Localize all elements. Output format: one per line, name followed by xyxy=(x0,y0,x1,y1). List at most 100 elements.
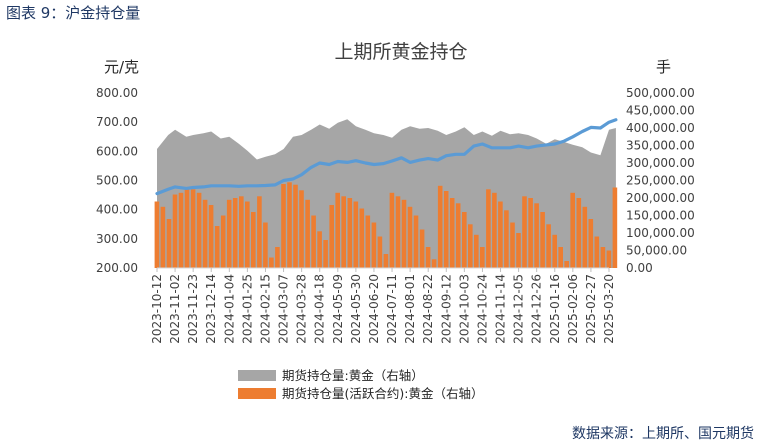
x-tick-label: 2023-11-02 xyxy=(168,274,182,344)
active-open-interest-bar xyxy=(462,212,467,268)
legend-swatch-total xyxy=(238,370,276,381)
active-open-interest-bar xyxy=(166,219,172,268)
active-open-interest-bar xyxy=(214,226,220,268)
active-open-interest-bar xyxy=(431,259,437,269)
active-open-interest-bar xyxy=(178,192,184,269)
active-open-interest-bar xyxy=(474,234,479,269)
active-open-interest-bar xyxy=(245,201,250,268)
x-tick-label: 2025-02-06 xyxy=(566,274,580,344)
active-open-interest-bar xyxy=(359,208,365,268)
right-tick-label: 350,000.00 xyxy=(626,139,695,153)
active-open-interest-bar xyxy=(401,199,407,269)
right-tick-label: 200,000.00 xyxy=(626,191,695,205)
x-tick-label: 2024-01-25 xyxy=(240,274,254,344)
active-open-interest-bar xyxy=(317,231,322,269)
active-open-interest-bar xyxy=(202,199,208,269)
x-tick-label: 2024-06-20 xyxy=(367,274,381,344)
left-axis-ticks: 800.00 700.00 600.00 500.00 400.00 300.00 200.… xyxy=(96,86,138,275)
right-tick-label: 250,000.00 xyxy=(626,174,695,188)
active-open-interest-bar xyxy=(160,206,166,269)
active-open-interest-bar xyxy=(353,201,359,268)
active-open-interest-bar xyxy=(606,250,612,268)
active-open-interest-bar xyxy=(612,187,618,268)
active-open-interest-bar xyxy=(576,198,582,268)
active-open-interest-bar xyxy=(305,199,310,269)
active-open-interest-bar xyxy=(311,215,316,268)
x-tick-label: 2024-08-22 xyxy=(421,274,435,344)
right-tick-label: 500,000.00 xyxy=(626,86,695,100)
right-tick-label: 50,000.00 xyxy=(626,244,687,258)
x-tick-label: 2025-03-20 xyxy=(602,274,616,344)
right-tick-label: 0.00 xyxy=(626,261,653,275)
x-tick-label: 2024-08-01 xyxy=(403,274,417,344)
active-open-interest-bar xyxy=(498,201,503,268)
active-open-interest-bar xyxy=(269,257,274,268)
active-open-interest-bar xyxy=(570,192,575,269)
active-open-interest-bar xyxy=(600,247,606,268)
active-open-interest-bar xyxy=(154,201,160,268)
x-tick-label: 2024-12-05 xyxy=(512,274,526,344)
active-open-interest-bar xyxy=(208,205,214,268)
left-tick-label: 400.00 xyxy=(96,203,138,217)
active-open-interest-bar xyxy=(341,196,346,269)
active-open-interest-bar xyxy=(594,236,600,268)
active-open-interest-bar xyxy=(287,182,292,269)
active-open-interest-bar xyxy=(510,222,515,268)
left-tick-label: 200.00 xyxy=(96,261,138,275)
x-tick-label: 2024-09-12 xyxy=(439,274,453,344)
x-tick-label: 2024-07-11 xyxy=(385,274,399,344)
active-open-interest-bar xyxy=(546,224,551,269)
active-open-interest-bar xyxy=(226,199,232,269)
active-open-interest-bar xyxy=(588,219,594,268)
x-tick-label: 2024-10-24 xyxy=(475,274,489,344)
active-open-interest-bar xyxy=(190,189,196,269)
active-open-interest-bar xyxy=(468,224,473,269)
active-open-interest-bar xyxy=(425,247,431,268)
active-open-interest-bar xyxy=(437,185,443,269)
right-tick-label: 100,000.00 xyxy=(626,226,695,240)
right-tick-label: 400,000.00 xyxy=(626,121,695,135)
active-open-interest-bar xyxy=(516,233,521,268)
right-tick-label: 450,000.00 xyxy=(626,104,695,118)
chart-title: 上期所黄金持仓 xyxy=(334,41,467,63)
active-open-interest-bar xyxy=(196,192,202,269)
x-tick-label: 2025-02-27 xyxy=(584,274,598,344)
right-tick-label: 300,000.00 xyxy=(626,156,695,170)
active-open-interest-bar xyxy=(293,184,298,268)
active-open-interest-bar xyxy=(528,198,533,268)
active-open-interest-bar xyxy=(257,196,262,269)
right-axis-ticks: 500,000.00 450,000.00 400,000.00 350,000.00… xyxy=(626,86,695,275)
x-tick-label: 2023-12-14 xyxy=(204,274,218,344)
active-open-interest-bar xyxy=(377,236,383,268)
right-axis-unit: 手 xyxy=(656,58,671,76)
active-open-interest-bar xyxy=(395,196,401,269)
active-open-interest-bar xyxy=(407,206,413,269)
active-open-interest-bar xyxy=(184,189,190,269)
active-open-interest-bar xyxy=(552,234,557,269)
left-axis-unit: 元/克 xyxy=(104,58,139,76)
legend-swatch-active xyxy=(238,388,276,399)
x-tick-label: 2024-03-28 xyxy=(295,274,309,344)
x-tick-label: 2024-01-04 xyxy=(222,274,236,344)
active-open-interest-bar xyxy=(251,212,256,268)
active-open-interest-bar xyxy=(443,191,449,268)
active-open-interest-bar xyxy=(329,205,334,268)
left-tick-label: 300.00 xyxy=(96,232,138,246)
legend-label-active: 期货持仓量(活跃合约):黄金（右轴） xyxy=(282,386,483,401)
x-tick-label: 2023-10-12 xyxy=(150,274,164,344)
active-open-interest-bar xyxy=(504,210,509,269)
active-open-interest-bar xyxy=(365,215,371,268)
x-tick-label: 2023-11-23 xyxy=(186,274,200,344)
legend: 期货持仓量:黄金（右轴） 期货持仓量(活跃合约):黄金（右轴） xyxy=(238,368,483,401)
x-tick-label: 2024-02-15 xyxy=(258,274,272,344)
active-open-interest-bar xyxy=(413,215,419,268)
active-open-interest-bar xyxy=(389,192,395,269)
active-open-interest-bar xyxy=(540,212,545,268)
active-open-interest-bar xyxy=(299,190,304,268)
active-open-interest-bar xyxy=(582,206,588,269)
active-open-interest-bar xyxy=(455,203,461,269)
active-open-interest-bar xyxy=(486,189,491,269)
source-note: 数据来源：上期所、国元期货 xyxy=(572,426,754,442)
figure-caption: 图表 9：沪金持仓量 xyxy=(6,4,141,22)
